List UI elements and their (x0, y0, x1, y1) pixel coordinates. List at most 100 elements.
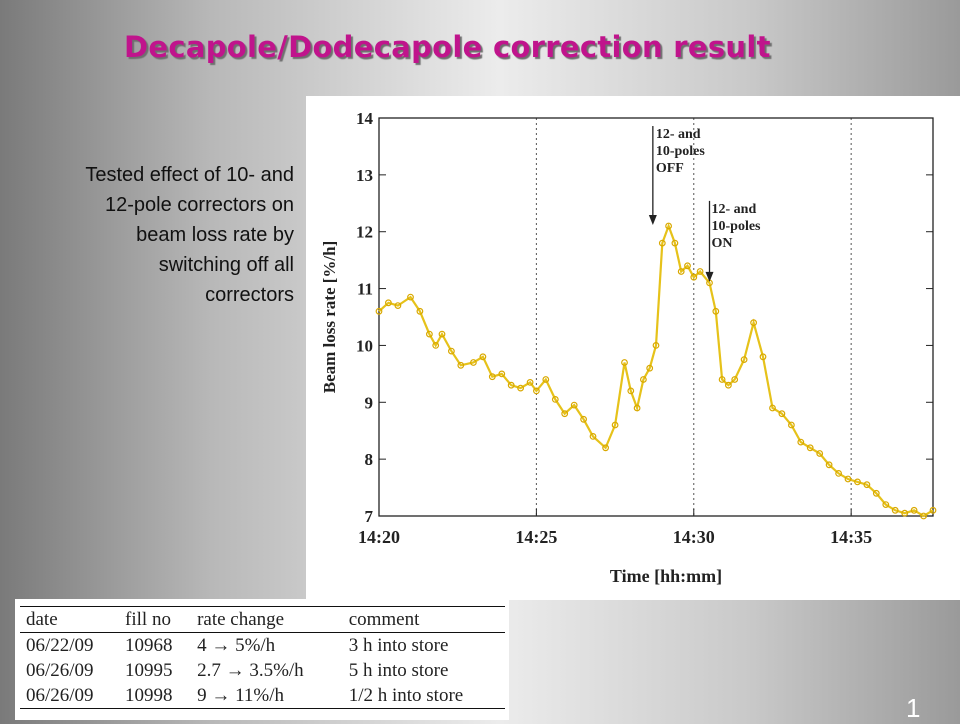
data-point (910, 506, 918, 514)
description-line: 12-pole correctors on (105, 194, 294, 216)
cell-rate-change: 2.7 → 3.5%/h (197, 660, 304, 681)
data-point (816, 450, 824, 457)
cell-date: 06/22/09 (26, 635, 94, 656)
plot-frame (378, 117, 934, 517)
annotation-label: OFF (656, 161, 684, 176)
data-point (718, 376, 726, 383)
cell-fill-no: 10968 (125, 635, 173, 656)
data-point (532, 387, 540, 395)
table-row: 06/22/09 10968 4 → 5%/h 3 h into store (20, 633, 505, 659)
data-point (561, 410, 569, 418)
data-point (551, 396, 559, 403)
data-point (778, 410, 786, 418)
data-point (901, 509, 909, 517)
description-line: switching off all (158, 254, 294, 276)
table-row: 06/26/09 10995 2.7 → 3.5%/h 5 h into sto… (20, 658, 505, 683)
data-point (929, 506, 937, 514)
data-point (740, 356, 748, 364)
beam-loss-chart: 7 8 9 10 11 12 13 14 14:20 14:25 14:30 14:35 Time [h… (306, 96, 960, 600)
data-point (447, 347, 455, 355)
data-point (479, 353, 487, 361)
description-line: correctors (205, 284, 294, 306)
x-tick-label: 14:20 (358, 527, 400, 547)
data-point (882, 501, 890, 509)
data-point (469, 359, 477, 366)
data-point (375, 307, 383, 315)
data-point (457, 361, 465, 369)
data-point (394, 302, 402, 310)
data-point (920, 512, 927, 520)
data-point (602, 444, 610, 452)
data-point (633, 404, 641, 412)
data-point (526, 379, 534, 386)
data-point (788, 421, 795, 429)
arrow-head-icon (648, 215, 657, 226)
chart-canvas: 7 8 9 10 11 12 13 14 14:20 14:25 14:30 14:35 Time [h… (320, 109, 937, 586)
cell-rate-change: 9 → 11%/h (197, 685, 284, 706)
cell-comment: 5 h into store (348, 660, 449, 681)
data-point (416, 307, 424, 315)
data-point (488, 373, 496, 381)
y-tick-label: 8 (365, 450, 374, 469)
arrow-head-icon (705, 271, 714, 282)
data-point (658, 239, 666, 247)
data-point (542, 376, 550, 383)
header-rate-change: rate change (197, 609, 285, 630)
data-point (627, 387, 635, 395)
data-point (640, 376, 647, 383)
data-point (690, 273, 698, 281)
data-point (731, 376, 739, 383)
data-point (684, 262, 691, 270)
data-point (806, 444, 814, 452)
cell-fill-no: 10995 (125, 660, 173, 681)
data-point (844, 475, 852, 483)
data-point (769, 404, 776, 412)
x-tick-label: 14:35 (830, 527, 872, 547)
data-point (750, 319, 758, 327)
data-point (665, 222, 673, 230)
annotation-label: 12- and (712, 202, 757, 217)
cell-rate-change: 4 → 5%/h (197, 635, 276, 656)
page-number: 1 (906, 693, 921, 723)
x-axis-label: Time [hh:mm] (610, 566, 722, 586)
cell-comment: 3 h into store (348, 635, 449, 656)
data-point (797, 438, 805, 446)
y-tick-label: 9 (365, 393, 374, 412)
slide-title: Decapole/Dodecapole correction result (124, 30, 771, 64)
annotation-label: 10-poles (712, 219, 762, 234)
y-axis-label: Beam loss rate [%/h] (320, 241, 339, 394)
y-tick-label: 13 (356, 166, 373, 185)
annotation-label: 12- and (656, 127, 701, 142)
data-point (825, 461, 833, 469)
description-line: beam loss rate by (136, 224, 294, 246)
y-tick-label: 12 (356, 223, 373, 242)
data-point (696, 268, 704, 275)
data-point (712, 307, 720, 315)
data-point (507, 381, 515, 389)
data-point (517, 384, 525, 392)
header-comment: comment (348, 609, 420, 630)
data-point (425, 330, 433, 338)
rate-change-table: date fill no rate change comment 06/22/0… (20, 606, 505, 709)
y-tick-label: 14 (356, 109, 374, 128)
y-tick-label: 10 (356, 336, 373, 355)
data-point (725, 381, 732, 389)
data-point (384, 299, 392, 307)
y-tick-label: 11 (357, 280, 373, 299)
data-point (621, 359, 628, 366)
header-fill-no: fill no (125, 609, 171, 630)
data-point (652, 341, 660, 349)
data-point (872, 489, 880, 497)
data-point (611, 421, 619, 429)
table-header-row: date fill no rate change comment (20, 606, 505, 633)
table-row: 06/26/09 10998 9 → 11%/h 1/2 h into stor… (20, 683, 505, 709)
data-point (677, 268, 685, 275)
annotation-label: ON (712, 236, 733, 251)
data-point (863, 481, 871, 489)
x-tick-label: 14:30 (673, 527, 715, 547)
data-point (759, 353, 767, 361)
rate-change-table-panel: date fill no rate change comment 06/22/0… (15, 599, 509, 720)
cell-fill-no: 10998 (125, 685, 173, 706)
data-point (580, 415, 588, 423)
data-point (432, 341, 440, 349)
